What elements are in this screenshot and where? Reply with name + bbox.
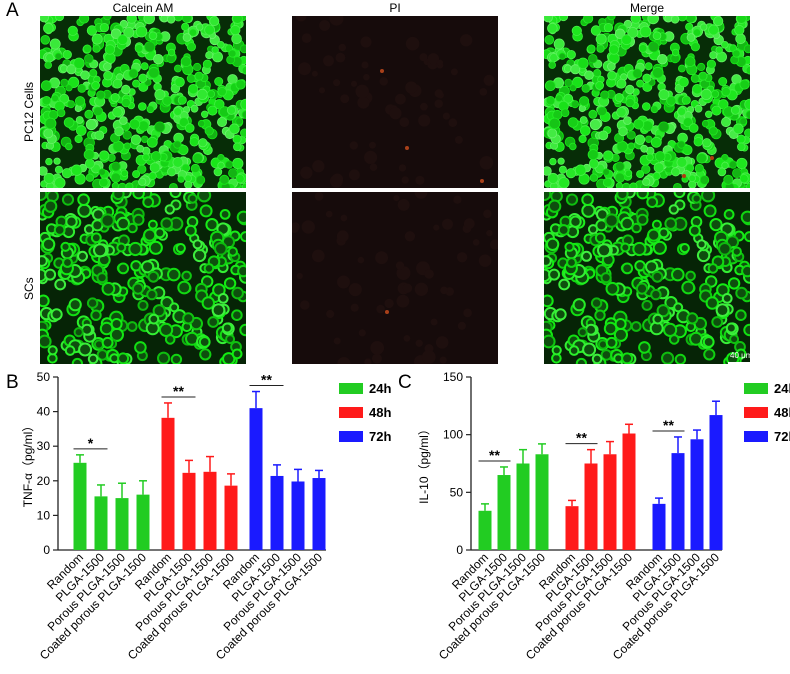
y-tick-label: 40: [37, 405, 51, 419]
legend-swatch-24h: [339, 383, 363, 394]
bar-72h-1: [249, 408, 263, 550]
significance-label: **: [489, 447, 500, 463]
panel-b-letter: B: [6, 372, 19, 393]
bar-24h-4: [136, 494, 150, 550]
tnf-alpha-chart: 01020304050TNF-α（pg/ml）RandomPLGA-1500Po…: [21, 370, 391, 662]
bar-48h-1: [161, 417, 175, 550]
bar-24h-2: [497, 475, 511, 550]
micrograph-scs-merge: [544, 192, 750, 364]
micrograph-scs-calcein: [40, 192, 246, 364]
bar-24h-4: [535, 454, 549, 550]
bar-48h-3: [203, 471, 217, 550]
il-10-chart: 050100150IL-10（pg/ml）RandomPLGA-1500Poro…: [417, 370, 790, 662]
legend-label-72h: 72h: [774, 429, 790, 444]
y-tick-label: 100: [443, 428, 463, 442]
bar-24h-1: [73, 462, 87, 550]
legend-swatch-48h: [339, 407, 363, 418]
significance-label: **: [173, 383, 184, 399]
significance-label: **: [261, 372, 272, 388]
micrograph-pc12-pi: [292, 16, 498, 188]
bar-72h-3: [690, 439, 704, 550]
column-header-merge: Merge: [629, 1, 664, 15]
y-tick-label: 0: [43, 543, 50, 557]
bar-72h-2: [270, 475, 284, 550]
bar-24h-2: [94, 496, 108, 550]
bar-72h-1: [652, 503, 666, 550]
bar-72h-2: [671, 453, 685, 550]
legend-swatch-72h: [339, 431, 363, 442]
bar-48h-4: [622, 433, 636, 550]
significance-label: *: [88, 435, 94, 451]
bar-48h-2: [182, 472, 196, 550]
legend-swatch-48h: [744, 407, 768, 418]
legend-swatch-24h: [744, 383, 768, 394]
significance-label: **: [576, 430, 587, 446]
legend-label-24h: 24h: [369, 381, 391, 396]
y-tick-label: 150: [443, 370, 463, 384]
y-axis-label: TNF-α（pg/ml）: [21, 420, 35, 508]
bar-48h-4: [224, 485, 238, 550]
bar-24h-3: [115, 498, 129, 550]
legend-label-24h: 24h: [774, 381, 790, 396]
scale-bar-label: 40 μm: [730, 351, 753, 360]
scale-bar: [728, 362, 750, 364]
bar-24h-3: [516, 463, 530, 550]
column-header-calcein: Calcein AM: [112, 1, 174, 15]
bar-48h-2: [584, 463, 598, 550]
bar-24h-1: [478, 510, 492, 550]
y-tick-label: 20: [37, 474, 51, 488]
panel-c-letter: C: [398, 372, 412, 393]
legend-label-72h: 72h: [369, 429, 391, 444]
y-tick-label: 50: [450, 485, 464, 499]
y-axis-label: IL-10（pg/ml）: [417, 423, 431, 504]
y-tick-label: 50: [37, 370, 51, 384]
significance-label: **: [663, 417, 674, 433]
panel-a-letter: A: [6, 0, 19, 21]
bar-72h-4: [312, 478, 326, 550]
row-label-scs: SCs: [22, 277, 36, 300]
row-label-pc12: PC12 Cells: [22, 81, 36, 142]
micrograph-scs-pi: [292, 192, 498, 364]
micrograph-pc12-calcein: [40, 16, 246, 188]
y-tick-label: 0: [456, 543, 463, 557]
bar-48h-1: [565, 506, 579, 550]
y-tick-label: 10: [37, 508, 51, 522]
legend-swatch-72h: [744, 431, 768, 442]
bar-72h-4: [709, 415, 723, 550]
micrograph-pc12-merge: [544, 16, 750, 188]
column-header-pi: PI: [389, 1, 401, 15]
legend-label-48h: 48h: [774, 405, 790, 420]
bar-48h-3: [603, 454, 617, 550]
bar-72h-3: [291, 481, 305, 550]
legend-label-48h: 48h: [369, 405, 391, 420]
y-tick-label: 30: [37, 439, 51, 453]
